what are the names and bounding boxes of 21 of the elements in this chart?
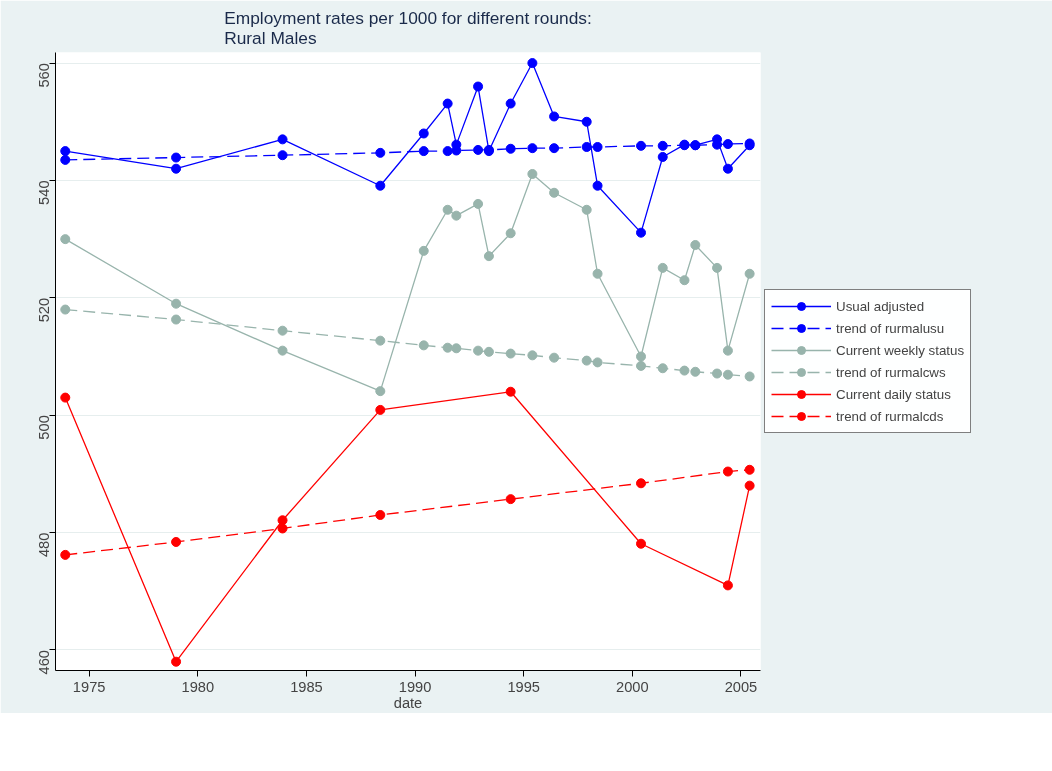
x-tick-label: 2005 <box>724 678 758 695</box>
x-tick-label: 2000 <box>616 678 649 695</box>
legend-label: Current weekly status <box>836 342 965 358</box>
y-tick-label: 560 <box>36 63 53 88</box>
y-tick-label: 480 <box>36 532 53 558</box>
y-tick-label: 520 <box>36 297 53 323</box>
x-tick-label: 1975 <box>72 678 106 695</box>
x-tick-label: 1990 <box>398 678 432 695</box>
y-tick-label: 460 <box>36 649 53 675</box>
y-tick-label: 500 <box>36 415 53 440</box>
legend-label: trend of rurmalcds <box>836 408 944 424</box>
y-tick-label: 540 <box>36 180 53 205</box>
legend-label: Usual adjusted <box>836 298 925 314</box>
x-tick-label: 1980 <box>181 678 215 695</box>
chart-title: Employment rates per 1000 for different rounds: Rural Males <box>224 7 592 48</box>
legend-label: Current daily status <box>836 386 951 402</box>
legend-label: trend of rurmalcws <box>836 364 946 380</box>
legend-label: trend of rurmalusu <box>836 320 945 336</box>
x-tick-label: 1985 <box>290 678 323 695</box>
x-tick-label: 1995 <box>507 678 540 695</box>
x-axis-title: date <box>393 694 423 711</box>
